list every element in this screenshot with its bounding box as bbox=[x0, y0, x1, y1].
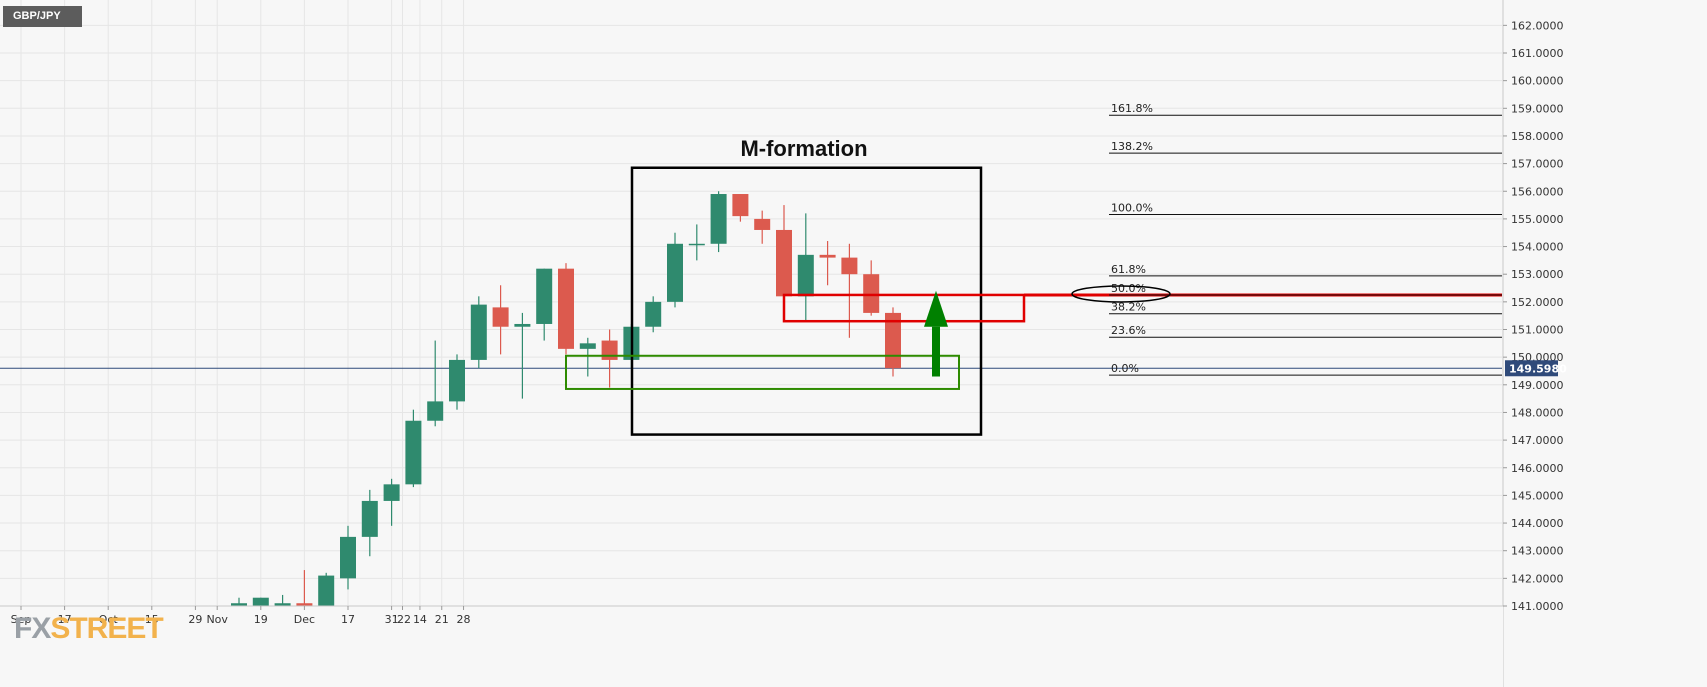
candle-body bbox=[710, 194, 727, 244]
time-tick-label: 31 bbox=[385, 613, 399, 626]
arrow-shaft bbox=[932, 326, 940, 377]
candle-body bbox=[470, 304, 487, 360]
candle-body bbox=[252, 597, 269, 606]
candle-body bbox=[645, 301, 662, 327]
price-axis-background bbox=[1503, 0, 1707, 687]
chart-grid bbox=[0, 0, 1502, 607]
candle-body bbox=[231, 603, 247, 606]
price-tick-label: 155.0000 bbox=[1511, 213, 1564, 226]
fib-level-label: 61.8% bbox=[1111, 263, 1146, 276]
candle-body bbox=[274, 603, 291, 606]
price-tick-label: 151.0000 bbox=[1511, 324, 1564, 337]
candle-body bbox=[340, 536, 356, 579]
time-tick-label: 28 bbox=[457, 613, 471, 626]
price-tick-label: 149.0000 bbox=[1511, 379, 1564, 392]
candle-body bbox=[514, 323, 531, 327]
resistance-zone-box bbox=[782, 293, 1026, 323]
m-formation-box bbox=[630, 166, 983, 436]
current-price-tag bbox=[1505, 360, 1558, 377]
fib-level-label: 23.6% bbox=[1111, 324, 1146, 337]
time-tick-label: '22 bbox=[394, 613, 411, 626]
candle-body bbox=[361, 500, 378, 537]
price-tick-label: 161.0000 bbox=[1511, 47, 1564, 60]
candle-body bbox=[601, 340, 618, 360]
candle-body bbox=[885, 312, 901, 369]
candle-body bbox=[405, 420, 422, 485]
time-tick-label: 21 bbox=[435, 613, 449, 626]
price-tick-label: 157.0000 bbox=[1511, 158, 1564, 171]
fib-level-label: 100.0% bbox=[1111, 201, 1153, 214]
price-tick-label: 144.0000 bbox=[1511, 517, 1564, 530]
price-tick-label: 142.0000 bbox=[1511, 572, 1564, 585]
price-tick-label: 162.0000 bbox=[1511, 19, 1564, 32]
candle-body bbox=[427, 401, 444, 421]
fibonacci-layer: 161.8% 138.2% 100.0% 61.8% 50.0% 38.2% 23.6% 0.… bbox=[1071, 102, 1502, 376]
price-tick-label: 154.0000 bbox=[1511, 241, 1564, 254]
candle-body bbox=[841, 257, 858, 275]
price-tick-label: 143.0000 bbox=[1511, 545, 1564, 558]
time-tick-label: 17 bbox=[341, 613, 355, 626]
support-zone-box bbox=[565, 354, 960, 390]
price-tick-label: 153.0000 bbox=[1511, 268, 1564, 281]
price-tick-label: 159.0000 bbox=[1511, 102, 1564, 115]
time-tick-label: 29 bbox=[188, 613, 202, 626]
plot-background bbox=[0, 0, 1502, 606]
candles-layer bbox=[231, 191, 901, 609]
chart-title: M-formation bbox=[740, 136, 867, 161]
candle-body bbox=[754, 218, 771, 230]
fib-50-highlight bbox=[1071, 285, 1171, 303]
candle-body bbox=[383, 484, 400, 501]
time-axis[interactable]: Sep 17 Oct 15 29 Nov 19 Dec 17 31'22 14 21 28 bbox=[0, 605, 1503, 687]
price-tick-label: 146.0000 bbox=[1511, 462, 1564, 475]
candle-body bbox=[296, 603, 313, 606]
candle-body bbox=[536, 268, 553, 324]
candle-body bbox=[449, 359, 465, 402]
candle-body bbox=[579, 343, 596, 349]
candle-body bbox=[776, 229, 792, 297]
candle-body bbox=[819, 254, 836, 258]
time-tick-label: Oct bbox=[99, 613, 119, 626]
fxstreet-logo: FXSTREET bbox=[14, 612, 164, 645]
price-tick-label: 148.0000 bbox=[1511, 406, 1564, 419]
time-tick-label: Nov bbox=[206, 613, 228, 626]
symbol-badge: GBP/JPY bbox=[3, 6, 82, 27]
fib-level-label: 0.0% bbox=[1111, 362, 1139, 375]
price-tick-label: 152.0000 bbox=[1511, 296, 1564, 309]
candle-body bbox=[558, 268, 574, 349]
time-tick-label: 14 bbox=[413, 613, 427, 626]
price-tick-label: 158.0000 bbox=[1511, 130, 1564, 143]
candle-body bbox=[492, 307, 509, 327]
fib-level-label: 38.2% bbox=[1111, 301, 1146, 314]
time-axis-background bbox=[0, 606, 1503, 687]
price-tick-label: 147.0000 bbox=[1511, 434, 1564, 447]
time-tick-label: 17 bbox=[58, 613, 72, 626]
candle-body bbox=[688, 243, 705, 246]
fib-level-label: 138.2% bbox=[1111, 140, 1153, 153]
time-tick-label: 19 bbox=[254, 613, 268, 626]
candle-body bbox=[797, 254, 814, 297]
time-tick-label: 15 bbox=[145, 613, 159, 626]
price-tick-label: 145.0000 bbox=[1511, 489, 1564, 502]
price-tick-label: 160.0000 bbox=[1511, 75, 1564, 88]
candle-body bbox=[667, 243, 683, 302]
time-tick-label: Dec bbox=[294, 613, 315, 626]
fib-level-label: 161.8% bbox=[1111, 102, 1153, 115]
time-tick-label: Sep bbox=[11, 613, 32, 626]
candle-body bbox=[863, 274, 880, 313]
arrow-up-icon bbox=[924, 290, 948, 327]
price-tick-label: 156.0000 bbox=[1511, 185, 1564, 198]
candle-body bbox=[318, 575, 335, 606]
candle-body bbox=[732, 194, 749, 217]
fib-level-label: 50.0% bbox=[1111, 282, 1146, 295]
price-tick-label: 141.0000 bbox=[1511, 600, 1564, 613]
price-axis[interactable]: 141.0000 142.0000 143.0000 144.0000 145.0000… bbox=[1502, 0, 1707, 687]
current-price-label: 149.5980 bbox=[1509, 362, 1567, 375]
